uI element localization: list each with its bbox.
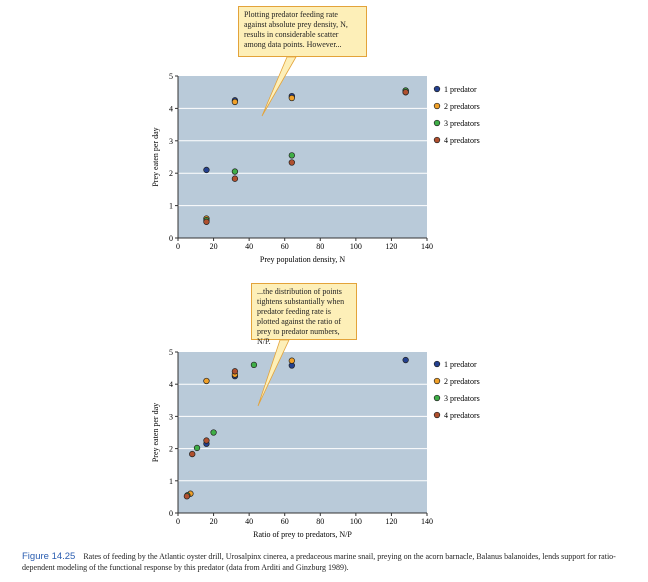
data-point	[203, 218, 210, 225]
legend-label: 1 predator	[444, 360, 477, 369]
y-tick-label: 3	[169, 412, 173, 421]
legend-marker	[433, 85, 441, 93]
x-axis-label: Ratio of prey to predators, N/P	[253, 530, 352, 539]
data-point	[231, 368, 239, 375]
x-tick-label: 80	[316, 517, 324, 526]
x-tick-label: 20	[210, 242, 218, 251]
data-point	[210, 429, 217, 436]
x-tick-label: 0	[176, 242, 180, 251]
legend-marker	[433, 377, 441, 385]
legend-marker	[433, 394, 441, 402]
y-tick-label: 4	[169, 104, 173, 113]
y-tick-label: 2	[169, 169, 173, 178]
y-tick-label: 0	[169, 234, 173, 243]
y-tick-label: 4	[169, 380, 173, 389]
x-axis-label: Prey population density, N	[260, 255, 345, 264]
data-point	[288, 357, 295, 364]
data-point	[288, 94, 295, 102]
data-point	[402, 89, 409, 96]
plot-area	[178, 76, 427, 238]
y-tick-label: 0	[169, 509, 173, 518]
legend-label: 2 predators	[444, 102, 480, 111]
plot-area	[178, 352, 427, 513]
data-point	[203, 437, 210, 444]
data-point	[203, 166, 210, 174]
callout-pointer	[257, 339, 290, 407]
data-point	[193, 444, 201, 452]
data-point	[183, 493, 191, 500]
y-tick-label: 5	[169, 72, 173, 81]
data-point	[402, 356, 409, 364]
y-tick-label: 1	[169, 202, 173, 211]
x-tick-label: 20	[210, 517, 218, 526]
legend-label: 1 predator	[444, 85, 477, 94]
legend-marker	[433, 136, 441, 144]
callout-top: Plotting predator feeding rate against a…	[238, 6, 367, 57]
legend-label: 4 predators	[444, 411, 480, 420]
data-point	[231, 98, 239, 106]
data-point	[189, 450, 196, 458]
y-tick-label: 3	[169, 137, 173, 146]
x-tick-label: 0	[176, 517, 180, 526]
figure-caption: Figure 14.25 Rates of feeding by the Atla…	[22, 551, 632, 573]
data-point	[203, 377, 210, 385]
x-tick-label: 140	[421, 517, 433, 526]
x-tick-label: 120	[385, 517, 397, 526]
figure-label: Figure 14.25	[22, 551, 76, 562]
callout-bottom: ...the distribution of points tightens s…	[251, 283, 357, 346]
legend-marker	[433, 411, 441, 419]
chart-2: 0 1 2 3 4 5 0 20 40 60 80 100 120 140 Ratio of prey to…	[151, 339, 480, 539]
x-tick-label: 100	[350, 242, 362, 251]
x-tick-label: 40	[245, 242, 253, 251]
x-tick-label: 60	[281, 242, 289, 251]
legend-label: 3 predators	[444, 394, 480, 403]
y-tick-label: 5	[169, 348, 173, 357]
y-tick-label: 2	[169, 445, 173, 454]
x-tick-label: 40	[245, 517, 253, 526]
y-axis-label: Prey eaten per day	[151, 403, 160, 462]
legend-label: 3 predators	[444, 119, 480, 128]
chart-1: 0 1 2 3 4 5 0 20 40 60 80 100 120 140 Prey population …	[151, 56, 480, 264]
y-axis-label: Prey eaten per day	[151, 127, 160, 186]
x-tick-label: 140	[421, 242, 433, 251]
x-tick-label: 120	[385, 242, 397, 251]
y-tick-label: 1	[169, 477, 173, 486]
caption-text: Rates of feeding by the Atlantic oyster …	[22, 552, 616, 572]
data-point	[288, 152, 295, 159]
legend-marker	[433, 119, 441, 127]
data-point	[231, 175, 239, 182]
data-point	[288, 159, 295, 166]
legend-label: 4 predators	[444, 136, 480, 145]
x-tick-label: 80	[316, 242, 324, 251]
legend-label: 2 predators	[444, 377, 480, 386]
data-point	[250, 361, 258, 369]
legend-marker	[433, 102, 441, 110]
callout-pointer	[261, 56, 297, 117]
data-point	[231, 168, 239, 175]
x-tick-label: 60	[281, 517, 289, 526]
legend-marker	[433, 360, 441, 368]
x-tick-label: 100	[350, 517, 362, 526]
